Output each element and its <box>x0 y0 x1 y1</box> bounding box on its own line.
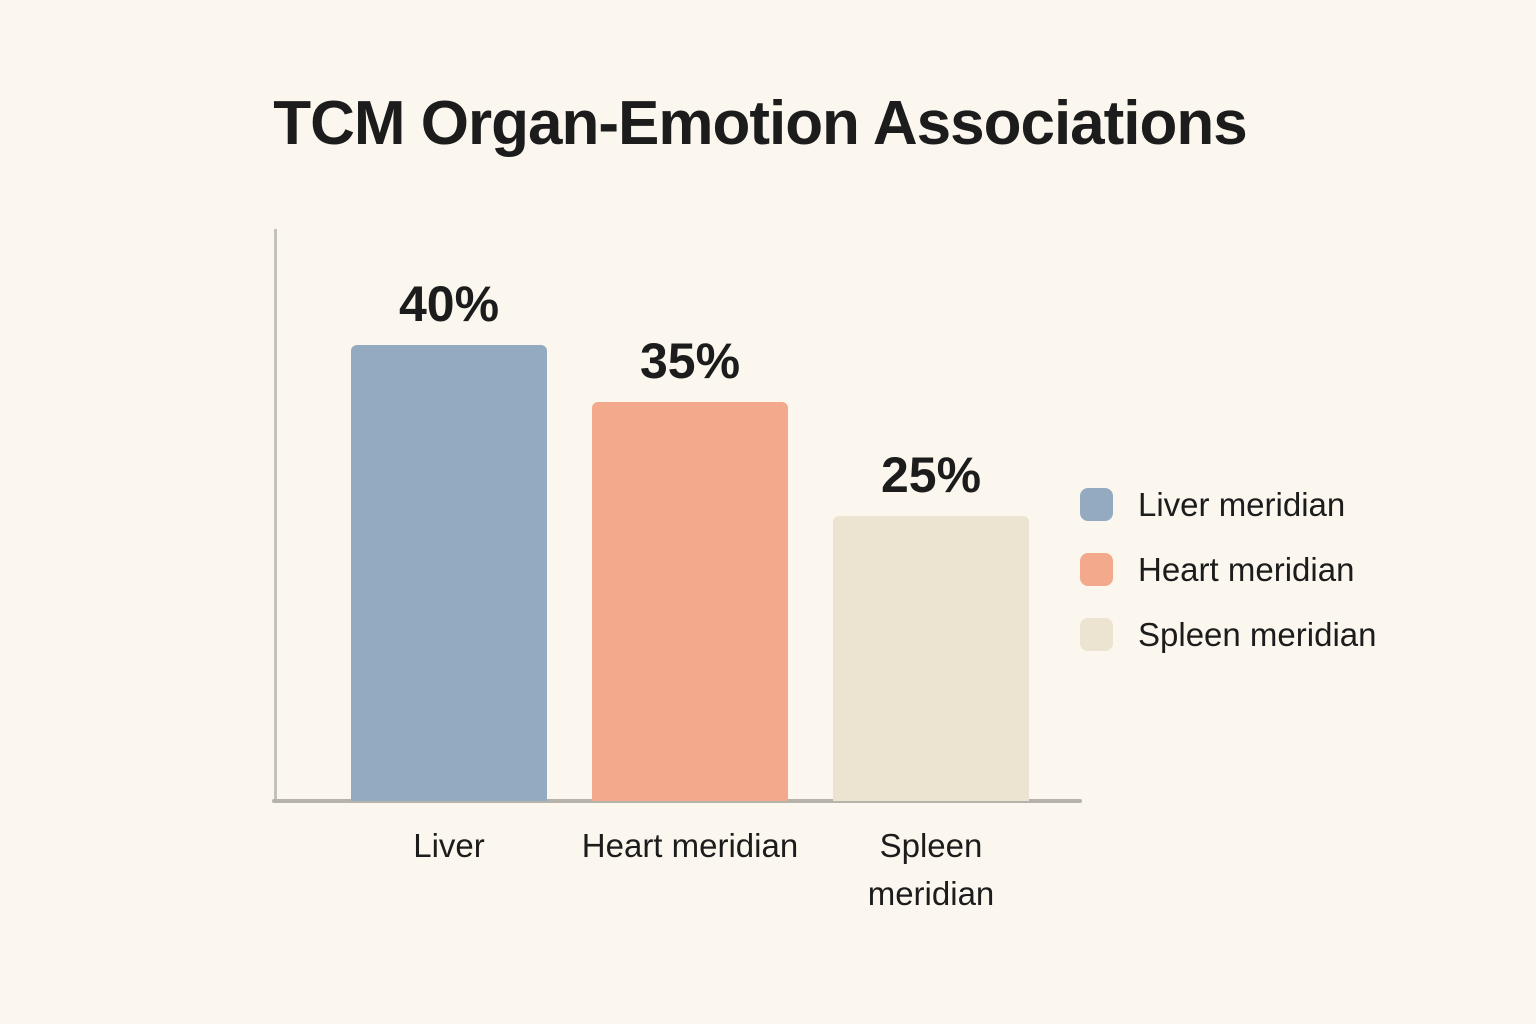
bar-heart-meridian <box>592 402 788 801</box>
bar-spleen-meridian <box>833 516 1029 801</box>
chart-title: TCM Organ-Emotion Associations <box>273 89 1248 158</box>
legend-swatch <box>1080 553 1113 586</box>
bar-value-label: 40% <box>398 276 500 332</box>
y-axis-line <box>274 229 277 802</box>
legend-label: Liver meridian <box>1138 485 1346 523</box>
legend-swatch <box>1080 488 1113 521</box>
x-tick-label: Spleen meridian <box>867 827 995 912</box>
legend-item: Liver meridian <box>1080 485 1376 523</box>
legend-label: Heart meridian <box>1138 550 1355 588</box>
bar-liver <box>351 345 547 801</box>
bar-value-label: 35% <box>639 333 741 389</box>
legend-swatch <box>1080 618 1113 651</box>
legend-item: Spleen meridian <box>1080 615 1377 653</box>
legend: Liver meridian Heart meridian Spleen merid… <box>1080 485 1377 683</box>
x-tick-label: Heart meridian <box>581 827 799 864</box>
legend-label: Spleen meridian <box>1138 615 1377 653</box>
legend-item: Heart meridian <box>1080 550 1376 588</box>
x-axis-line <box>272 799 1082 803</box>
bar-value-label: 25% <box>880 447 982 503</box>
x-tick-label: Liver <box>413 827 485 864</box>
